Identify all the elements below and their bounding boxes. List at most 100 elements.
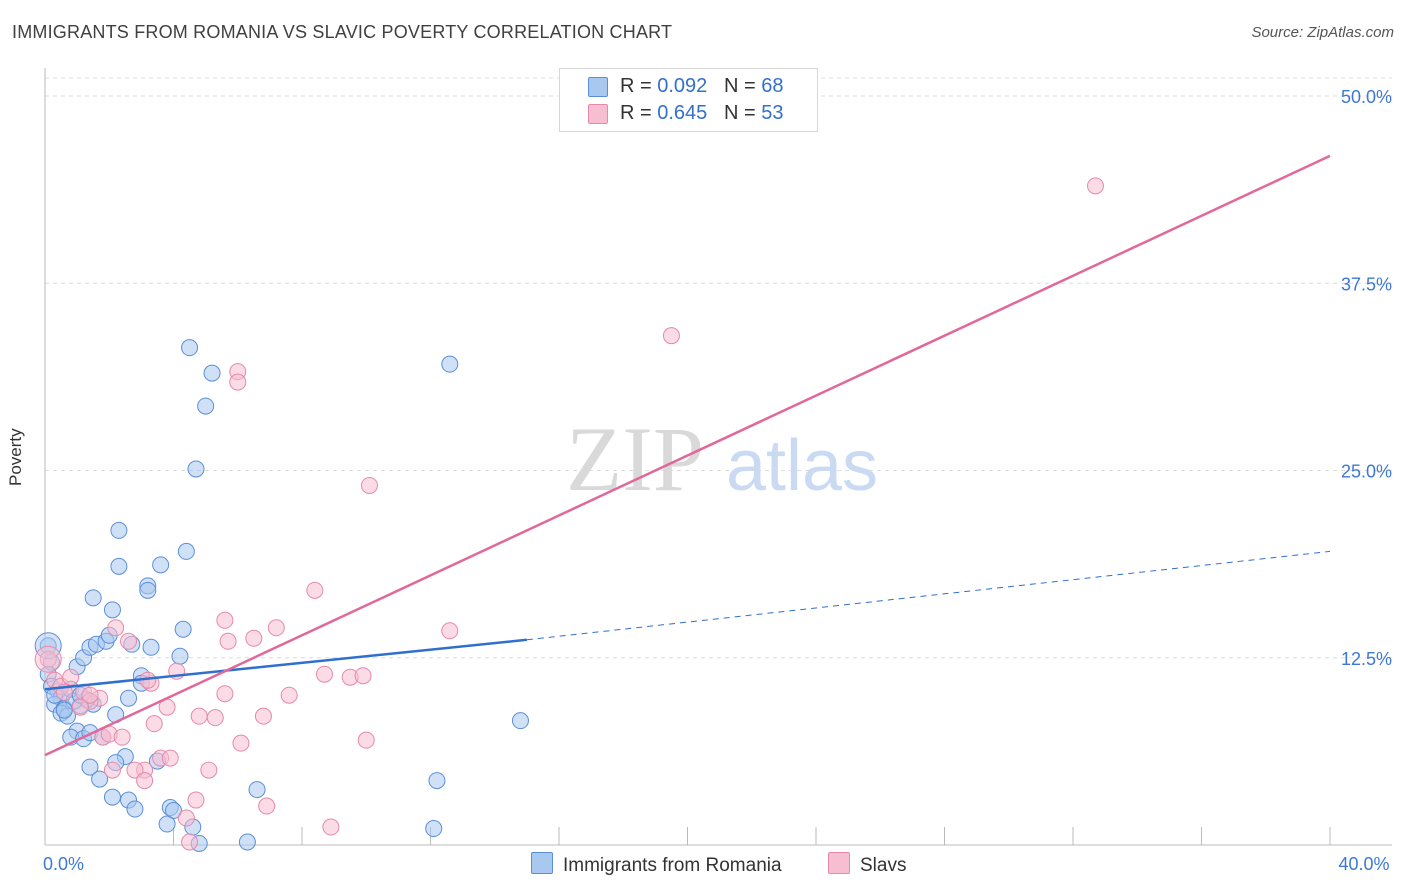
slavs-point: [206, 709, 224, 727]
romania-point: [81, 758, 99, 776]
romania-point: [177, 542, 195, 560]
axes: [44, 68, 1392, 846]
watermark: ZIP atlas: [566, 408, 878, 510]
watermark-zip: ZIP: [566, 408, 704, 510]
slavs-point: [1086, 177, 1104, 195]
romania-point: [187, 460, 205, 478]
romania-point: [428, 772, 446, 790]
legend-n-label: N =: [723, 75, 762, 97]
slavs-points: [34, 177, 1104, 851]
slavs-point: [113, 728, 131, 746]
slavs-point: [357, 731, 375, 749]
slavs-point: [181, 833, 199, 851]
slavs-point: [34, 645, 62, 673]
romania-point: [248, 781, 266, 799]
slavs-point: [200, 761, 218, 779]
y-tick-label: 25.0%: [1341, 462, 1392, 482]
slavs-point: [267, 619, 285, 637]
slavs-point: [258, 797, 276, 815]
slavs-point: [360, 476, 378, 494]
romania-point: [126, 800, 144, 818]
slavs-point: [280, 686, 298, 704]
slavs-point: [126, 761, 144, 779]
romania-point: [152, 556, 170, 574]
bottom-legend-swatch-slavs: [828, 852, 850, 874]
romania-point: [197, 397, 215, 415]
legend-swatch-romania: [588, 77, 608, 97]
slavs-point: [232, 734, 250, 752]
slavs-point: [662, 327, 680, 345]
romania-point: [103, 788, 121, 806]
legend: R = 0.092 N = 68 R = 0.645 N = 53: [559, 68, 818, 132]
bottom-legend-slavs: Slavs: [828, 852, 906, 877]
slavs-point: [216, 611, 234, 629]
romania-point: [120, 689, 138, 707]
romania-point: [171, 647, 189, 665]
slavs-point: [136, 772, 154, 790]
romania-point: [158, 815, 176, 833]
romania-point: [203, 364, 221, 382]
legend-r-value: 0.092: [657, 75, 708, 97]
y-tick-label: 12.5%: [1341, 649, 1392, 669]
slavs-point: [161, 749, 179, 767]
bottom-legend-label-romania: Immigrants from Romania: [563, 855, 782, 876]
legend-swatch-slavs: [588, 104, 608, 124]
slavs-point: [187, 791, 205, 809]
legend-n-value: 68: [761, 75, 784, 97]
romania-point: [425, 820, 443, 838]
slavs-point: [103, 761, 121, 779]
chart-title: IMMIGRANTS FROM ROMANIA VS SLAVIC POVERT…: [12, 22, 673, 42]
x-tick-label: 40.0%: [1338, 854, 1389, 874]
romania-point: [238, 833, 256, 851]
romania-point: [84, 589, 102, 607]
romania-trend-line: [44, 638, 528, 691]
y-tick-label: 50.0%: [1341, 87, 1392, 107]
slavs-point: [190, 707, 208, 725]
slavs-trend-line: [44, 154, 1331, 757]
x-tick-label: 0.0%: [43, 854, 84, 874]
slavs-point: [254, 707, 272, 725]
slavs-point: [71, 698, 89, 716]
tick-labels: 12.5% 25.0% 37.5% 50.0% 0.0% 40.0%: [43, 87, 1392, 874]
slavs-point: [229, 373, 247, 391]
slavs-point: [120, 632, 138, 650]
slavs-point: [322, 818, 340, 836]
bottom-legend-swatch-romania: [531, 852, 553, 874]
legend-n-value: 53: [761, 102, 784, 124]
slavs-point: [219, 632, 237, 650]
romania-point: [103, 601, 121, 619]
slavs-point: [62, 668, 80, 686]
slavs-point: [107, 619, 125, 637]
romania-point: [91, 770, 109, 788]
trend-lines: [44, 154, 1331, 757]
bottom-legend-romania: Immigrants from Romania: [531, 852, 782, 877]
slavs-point: [177, 809, 195, 827]
slavs-point: [81, 686, 99, 704]
romania-point: [181, 339, 199, 357]
romania-point: [441, 355, 459, 373]
romania-point: [110, 521, 128, 539]
slavs-point: [306, 581, 324, 599]
watermark-atlas: atlas: [726, 426, 878, 506]
slavs-point: [354, 667, 372, 685]
slavs-point: [315, 665, 333, 683]
legend-r-label: R =: [620, 102, 658, 124]
slavs-point: [245, 629, 263, 647]
romania-point: [174, 620, 192, 638]
y-tick-label: 37.5%: [1341, 274, 1392, 294]
legend-r-label: R =: [620, 75, 658, 97]
gridlines: [45, 77, 1392, 659]
romania-point: [142, 638, 160, 656]
romania-point: [511, 712, 529, 730]
romania-point: [110, 557, 128, 575]
bottom-legend-label-slavs: Slavs: [860, 855, 907, 876]
romania-point: [139, 581, 157, 599]
legend-n-label: N =: [723, 102, 762, 124]
legend-r-value: 0.645: [657, 102, 708, 124]
romania-trend-extension: [526, 550, 1331, 641]
slavs-point: [441, 622, 459, 640]
source-label: Source: ZipAtlas.com: [1251, 24, 1394, 41]
slavs-point: [216, 685, 234, 703]
romania-point: [55, 701, 73, 719]
